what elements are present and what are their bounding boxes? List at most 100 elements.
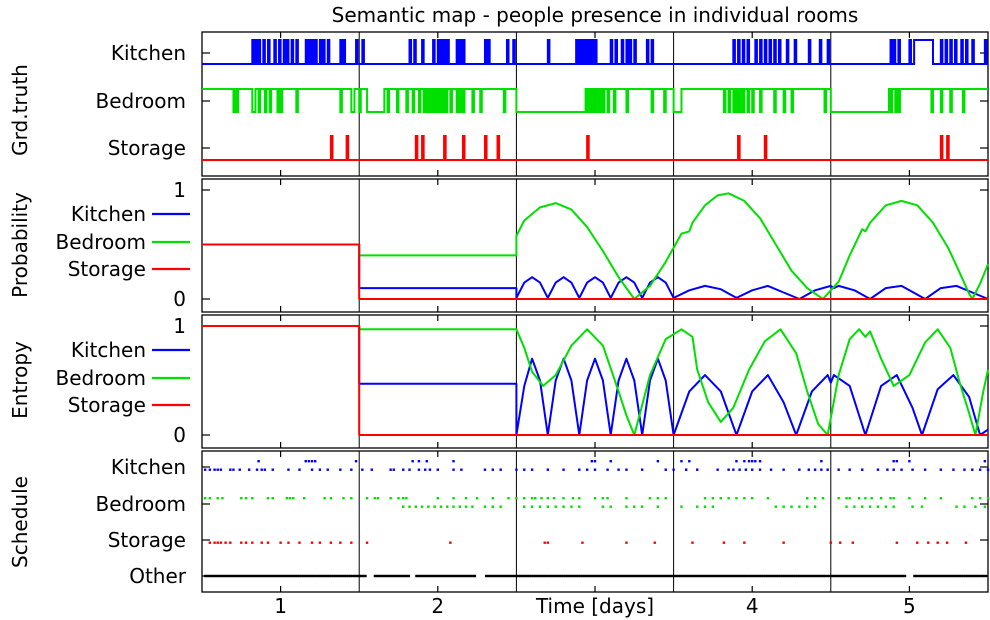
point	[511, 574, 514, 578]
point	[221, 497, 224, 500]
point	[845, 574, 848, 578]
point	[870, 497, 873, 500]
point	[491, 497, 495, 500]
point	[203, 497, 207, 500]
point	[208, 468, 212, 471]
point	[766, 574, 769, 578]
point	[388, 574, 392, 578]
point	[503, 574, 507, 578]
point	[451, 574, 454, 578]
point	[350, 468, 353, 471]
point	[211, 574, 214, 578]
point	[251, 541, 254, 544]
point	[286, 574, 290, 578]
point	[774, 505, 777, 508]
point	[449, 541, 452, 544]
point	[590, 574, 594, 578]
point	[411, 460, 414, 463]
point	[263, 468, 267, 471]
point	[913, 574, 916, 578]
point	[711, 497, 715, 500]
point	[496, 574, 499, 578]
point	[468, 574, 471, 578]
point	[964, 574, 967, 578]
point	[696, 574, 699, 578]
point	[930, 574, 933, 578]
point	[418, 574, 422, 578]
point	[813, 497, 817, 500]
point	[247, 468, 251, 471]
point	[581, 574, 584, 578]
point	[829, 541, 832, 544]
point	[208, 497, 212, 500]
point	[501, 574, 505, 578]
point	[365, 541, 369, 544]
point	[392, 468, 395, 471]
point	[896, 574, 899, 578]
point	[883, 574, 886, 578]
point	[430, 574, 433, 578]
series-kitchen	[202, 325, 989, 436]
point	[749, 574, 752, 578]
point	[570, 505, 573, 508]
point	[452, 574, 456, 578]
point	[617, 468, 620, 471]
point	[343, 574, 346, 578]
point	[735, 497, 738, 500]
point	[491, 468, 495, 471]
point	[771, 574, 775, 578]
point	[969, 574, 973, 578]
point	[635, 574, 639, 578]
point	[901, 574, 905, 578]
point	[960, 574, 963, 578]
point	[356, 574, 360, 578]
point	[864, 574, 867, 578]
point	[615, 574, 618, 578]
point	[767, 574, 771, 578]
point	[971, 468, 974, 471]
point	[370, 468, 373, 471]
point	[924, 574, 927, 578]
category-label: Storage	[108, 136, 186, 160]
point	[895, 460, 899, 463]
point	[892, 497, 895, 500]
point	[408, 505, 411, 508]
point	[569, 574, 573, 578]
chart-title: Semantic map - people presence in indivi…	[332, 3, 859, 27]
point	[337, 574, 341, 578]
point	[751, 468, 754, 471]
point	[534, 574, 537, 578]
point	[983, 460, 987, 463]
point	[611, 574, 614, 578]
point	[547, 574, 550, 578]
point	[568, 574, 571, 578]
point	[658, 574, 661, 578]
point	[722, 541, 726, 544]
point	[669, 574, 673, 578]
point	[302, 497, 306, 500]
point	[845, 497, 848, 500]
point	[515, 574, 518, 578]
point	[420, 505, 424, 508]
point	[485, 574, 488, 578]
point	[892, 505, 895, 508]
point	[424, 574, 428, 578]
point	[601, 574, 605, 578]
point	[437, 574, 441, 578]
point	[698, 574, 701, 578]
point	[562, 468, 565, 471]
point	[339, 541, 342, 544]
point	[562, 574, 565, 578]
legend-label: Bedroom	[56, 366, 146, 390]
point	[562, 505, 565, 508]
point	[775, 574, 778, 578]
point	[807, 468, 810, 471]
point	[313, 574, 316, 578]
point	[747, 460, 751, 463]
point	[743, 497, 746, 500]
point	[251, 497, 254, 500]
point	[300, 574, 303, 578]
point	[837, 468, 840, 471]
point	[417, 468, 421, 471]
point	[288, 497, 292, 500]
